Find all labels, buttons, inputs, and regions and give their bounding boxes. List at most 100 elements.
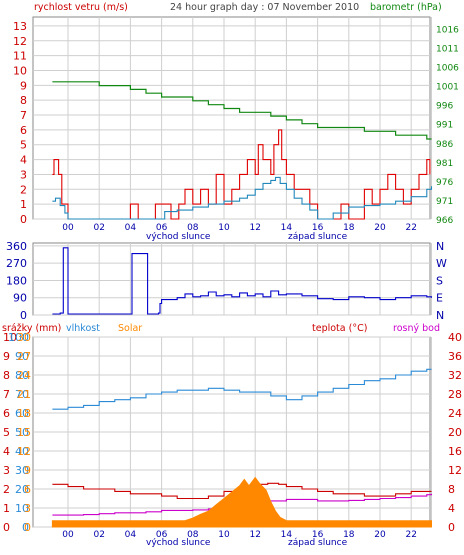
rain-tick-label: 4 (3, 445, 10, 458)
wind-tick-label: 7 (20, 109, 27, 122)
temperature-tick-label: 16 (448, 445, 462, 458)
humidity-tick-label: 40 (15, 445, 29, 458)
compass-tick-label: S (436, 274, 443, 287)
time-tick-label: 22 (405, 530, 416, 540)
pressure-tick-label: 971 (436, 197, 453, 207)
temperature-tick-label: 8 (448, 483, 455, 496)
temperature-legend: teplota (°C) (312, 323, 367, 334)
time-tick-label: 06 (156, 530, 168, 540)
time-tick-label: 02 (93, 223, 104, 233)
direction-tick-label: 180 (6, 274, 27, 287)
time-tick-label: 16 (312, 530, 324, 540)
time-tick-label: 20 (374, 530, 386, 540)
compass-tick-label: E (436, 292, 443, 305)
solar-tick-label: 21 (17, 388, 31, 401)
chart-panels: 0123456789101112139669719769819869919961… (3, 16, 462, 540)
chart-title: 24 hour graph day : 07 November 2010 (170, 2, 359, 13)
rain-tick-label: 8 (3, 369, 10, 382)
direction-series (52, 247, 433, 315)
wind-tick-label: 6 (20, 124, 27, 137)
wind-tick-label: 13 (13, 20, 27, 33)
direction-panel-frame (32, 242, 431, 316)
temperature-tick-label: 28 (448, 388, 462, 401)
solar-tick-label: 9 (24, 464, 31, 477)
time-tick-label: 20 (374, 223, 386, 233)
pressure-tick-label: 1001 (436, 83, 459, 93)
time-tick-label: 06 (156, 223, 168, 233)
direction-tick-label: 270 (6, 257, 27, 270)
pressure-tick-label: 976 (436, 178, 453, 188)
time-tick-label: 12 (249, 223, 260, 233)
time-tick-label: 10 (218, 530, 230, 540)
temperature-tick-label: 40 (448, 331, 462, 344)
humidity-tick-label: 60 (15, 407, 29, 420)
time-tick-label: 18 (343, 223, 355, 233)
pressure-tick-label: 966 (436, 216, 453, 226)
pressure-series (52, 81, 432, 140)
solar-tick-label: 24 (17, 369, 31, 382)
solar-series (51, 476, 432, 528)
time-tick-label: 02 (93, 530, 104, 540)
direction-tick-label: 0 (20, 309, 27, 322)
wind-tick-label: 0 (20, 213, 27, 226)
solar-tick-label: 15 (17, 426, 31, 439)
rain-tick-label: 6 (3, 407, 10, 420)
humidity-tick-label: 10 (15, 502, 29, 515)
compass-tick-label: N (436, 240, 444, 253)
solar-tick-label: 30 (17, 331, 31, 344)
wind-tick-label: 2 (20, 183, 27, 196)
time-tick-label: 14 (281, 530, 293, 540)
solar-tick-label: 3 (24, 502, 31, 515)
wind_avg-series (52, 176, 433, 220)
pressure-tick-label: 1006 (436, 64, 459, 74)
time-tick-label: 00 (62, 530, 74, 540)
sunrise-label-1: východ slunce (146, 232, 211, 242)
wind-tick-label: 9 (20, 79, 27, 92)
wind-tick-label: 4 (20, 154, 27, 167)
rain-tick-label: 7 (3, 388, 10, 401)
time-tick-label: 14 (281, 223, 293, 233)
humidity-tick-label: 0 (22, 521, 29, 534)
solar-tick-label: 12 (17, 445, 31, 458)
pressure-tick-label: 981 (436, 159, 453, 169)
solar-tick-label: 0 (24, 521, 31, 534)
humidity-series (52, 368, 432, 410)
humidity-tick-label: 90 (15, 350, 29, 363)
wind-tick-label: 3 (20, 168, 27, 181)
wind-tick-label: 8 (20, 94, 27, 107)
temperature-tick-label: 36 (448, 350, 462, 363)
temperature-tick-label: 12 (448, 464, 462, 477)
rain-legend: srážky (mm) (2, 323, 61, 334)
rain-tick-label: 5 (3, 426, 10, 439)
sunrise-label-2: východ slunce (146, 538, 211, 548)
solar-tick-label: 18 (17, 407, 31, 420)
sunset-label-2: západ slunce (288, 538, 348, 548)
rain-tick-label: 10 (3, 331, 17, 344)
compass-tick-label: W (436, 257, 447, 270)
time-tick-label: 04 (125, 223, 137, 233)
pressure-tick-label: 1016 (436, 25, 459, 35)
humidity-tick-label: 100 (8, 331, 29, 344)
time-tick-label: 08 (187, 223, 199, 233)
time-tick-label: 16 (312, 223, 324, 233)
pressure-axis-title: barometr (hPa) (370, 2, 442, 13)
rain-tick-label: 0 (3, 521, 10, 534)
wind-tick-label: 1 (20, 198, 27, 211)
temperature-tick-label: 32 (448, 369, 462, 382)
solar-tick-label: 27 (17, 350, 31, 363)
wind-tick-label: 10 (13, 64, 27, 77)
time-tick-label: 12 (249, 530, 260, 540)
wind-panel-frame (32, 16, 431, 220)
wind-tick-label: 11 (13, 50, 27, 63)
rain-tick-label: 1 (3, 502, 10, 515)
wind-tick-label: 12 (13, 35, 27, 48)
pressure-tick-label: 986 (436, 140, 453, 150)
humidity-legend: vlhkost (66, 323, 100, 334)
humidity-tick-label: 30 (15, 464, 29, 477)
time-tick-label: 00 (62, 223, 74, 233)
dewpoint-legend: rosný bod (393, 323, 440, 334)
pressure-tick-label: 1011 (436, 44, 459, 54)
pressure-tick-label: 996 (436, 102, 453, 112)
time-tick-label: 10 (218, 223, 230, 233)
